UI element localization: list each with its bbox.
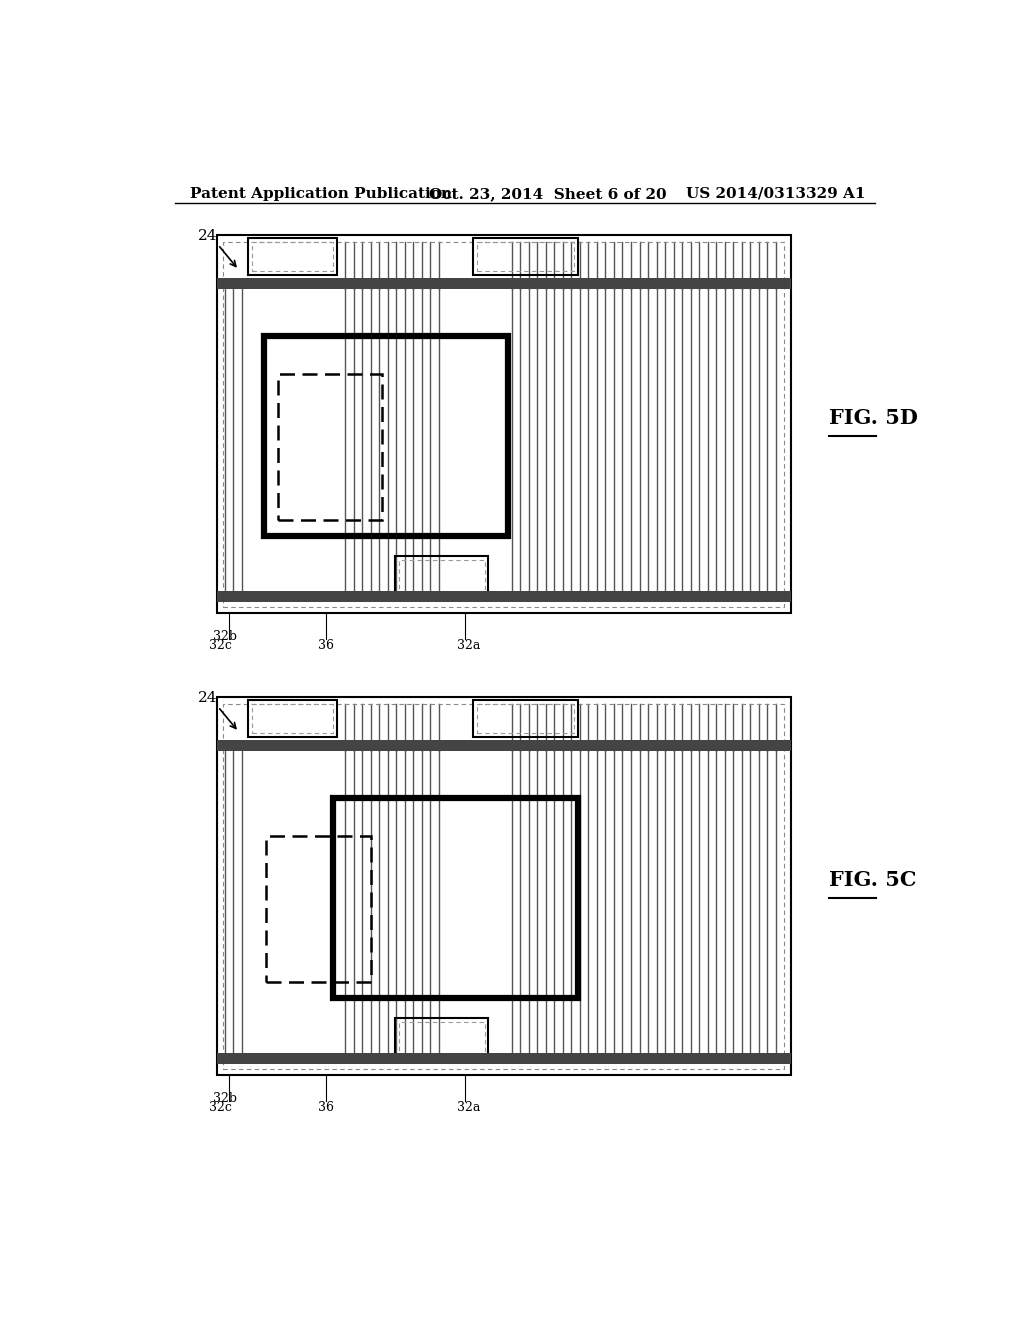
Bar [217, 697, 791, 1074]
Bar [395, 1018, 488, 1063]
Bar [252, 705, 334, 733]
Text: 32b: 32b [213, 631, 238, 643]
Bar [334, 797, 578, 998]
Bar [217, 739, 791, 751]
Bar [278, 374, 382, 520]
Bar [248, 701, 337, 737]
Bar [266, 836, 371, 982]
Bar [473, 239, 578, 275]
Bar [252, 243, 334, 271]
Bar [223, 242, 784, 607]
Bar [217, 277, 791, 289]
Text: Patent Application Publication: Patent Application Publication [190, 187, 452, 201]
Bar [217, 1053, 791, 1064]
Text: 24: 24 [199, 692, 218, 705]
Bar [248, 239, 337, 275]
Bar [473, 701, 578, 737]
Text: 36: 36 [317, 1101, 334, 1114]
Text: 32a: 32a [458, 1101, 480, 1114]
Bar [395, 556, 488, 601]
Bar [223, 704, 784, 1069]
Text: 32c: 32c [209, 639, 232, 652]
Bar [217, 235, 791, 612]
Text: 32c: 32c [209, 1101, 232, 1114]
Text: 32a: 32a [458, 639, 480, 652]
Text: 32b: 32b [213, 1093, 238, 1105]
Bar [477, 243, 573, 271]
Text: 24: 24 [199, 230, 218, 243]
Bar [263, 335, 508, 536]
Text: 36: 36 [317, 639, 334, 652]
Text: US 2014/0313329 A1: US 2014/0313329 A1 [686, 187, 865, 201]
Bar [477, 705, 573, 733]
Bar [399, 560, 484, 597]
Bar [217, 591, 791, 602]
Text: FIG. 5C: FIG. 5C [829, 870, 916, 890]
Text: FIG. 5D: FIG. 5D [829, 408, 919, 428]
Text: Oct. 23, 2014  Sheet 6 of 20: Oct. 23, 2014 Sheet 6 of 20 [429, 187, 667, 201]
Bar [399, 1022, 484, 1059]
